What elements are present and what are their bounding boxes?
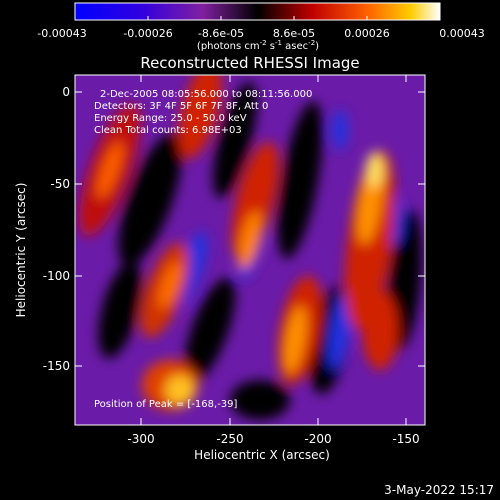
y-tick-label: -50 — [50, 177, 70, 191]
colorbar-tick-label: 8.6e-05 — [273, 27, 315, 40]
footer-date: 3-May-2022 15:17 — [384, 483, 494, 497]
peak-position: Position of Peak = [-168,-39] — [94, 399, 238, 410]
y-tick-label: 0 — [62, 85, 70, 99]
info-time: 2-Dec-2005 08:05:56.000 to 08:11:56.000 — [100, 89, 312, 100]
x-tick-label: -250 — [216, 432, 243, 446]
y-tick-label: -150 — [43, 359, 70, 373]
colorbar-tick-label: -8.6e-05 — [198, 27, 244, 40]
y-axis-label: Heliocentric Y (arcsec) — [14, 183, 28, 318]
colorbar-ticks — [74, 16, 441, 20]
colorbar-tick-label: -0.00043 — [37, 27, 86, 40]
x-axis-label: Heliocentric X (arcsec) — [194, 448, 330, 462]
info-energy: Energy Range: 25.0 - 50.0 keV — [94, 113, 247, 124]
colorbar — [74, 2, 441, 21]
x-ticks — [140, 75, 407, 425]
info-detectors: Detectors: 3F 4F 5F 6F 7F 8F, Att 0 — [94, 101, 268, 112]
colorbar-tick-label: -0.00026 — [123, 27, 172, 40]
colorbar-tick-label: 0.00026 — [344, 27, 390, 40]
y-tick-label: -100 — [43, 269, 70, 283]
colorbar-unit: (photons cm-2 s-1 asec-2) — [197, 39, 319, 52]
rhessi-image — [75, 75, 425, 425]
info-counts: Clean Total counts: 6.98E+03 — [94, 125, 242, 136]
y-ticks — [75, 91, 425, 367]
plot-title: Reconstructed RHESSI Image — [140, 54, 359, 72]
x-tick-label: -200 — [304, 432, 331, 446]
x-tick-label: -300 — [127, 432, 154, 446]
colorbar-tick-label: 0.00043 — [439, 27, 485, 40]
info-box: 2-Dec-2005 08:05:56.000 to 08:11:56.000 … — [94, 89, 312, 136]
plot-frame — [74, 74, 426, 426]
x-tick-label: -150 — [392, 432, 419, 446]
